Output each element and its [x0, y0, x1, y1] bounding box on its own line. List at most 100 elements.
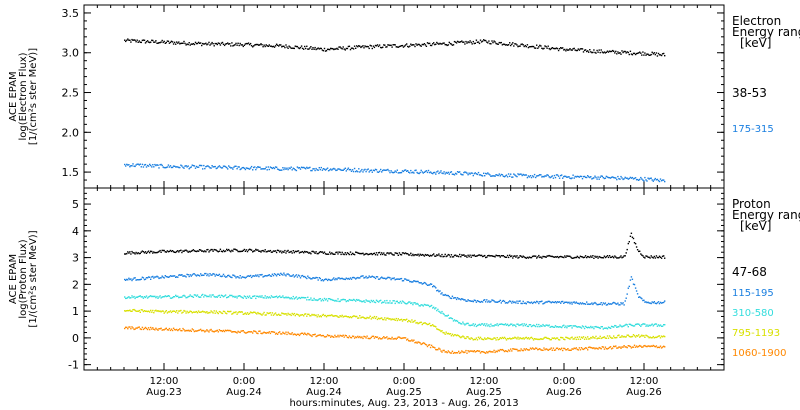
electron-data-point [501, 44, 504, 46]
proton-data-point [383, 301, 385, 304]
proton-data-point [597, 326, 599, 328]
proton-data-point [295, 274, 298, 276]
electron-data-point [439, 42, 441, 45]
proton-data-point [376, 254, 379, 256]
proton-data-point [229, 310, 231, 313]
proton-data-point [186, 296, 188, 299]
proton-data-point [500, 323, 502, 325]
proton-legend-entry: 795-1193 [732, 328, 780, 339]
electron-data-point [553, 174, 556, 177]
proton-data-point [132, 278, 134, 280]
proton-data-point [367, 337, 369, 340]
proton-data-point [572, 257, 574, 259]
proton-data-point [383, 252, 385, 254]
proton-data-point [207, 295, 209, 297]
proton-data-point [165, 310, 167, 312]
electron-data-point [141, 39, 144, 42]
proton-data-point [533, 255, 536, 257]
proton-data-point [377, 278, 380, 280]
proton-data-point [434, 285, 436, 288]
proton-data-point [406, 279, 408, 281]
proton-data-point [459, 336, 461, 338]
electron-data-point [535, 47, 537, 49]
proton-data-point [527, 337, 530, 339]
proton-data-point [238, 331, 240, 333]
proton-data-point [300, 332, 303, 334]
proton-data-point [175, 311, 177, 313]
proton-data-point [385, 337, 387, 339]
proton-data-point [309, 277, 311, 279]
electron-data-point [615, 177, 617, 179]
electron-data-point [500, 173, 502, 176]
proton-data-point [401, 337, 404, 339]
proton-data-point [209, 273, 211, 275]
proton-data-point [465, 337, 467, 340]
proton-data-point [282, 295, 284, 297]
proton-data-point [645, 345, 647, 348]
proton-data-point [393, 277, 395, 279]
electron-data-point [229, 43, 231, 45]
proton-data-point [140, 309, 142, 311]
proton-data-point [204, 272, 206, 275]
electron-data-point [501, 174, 504, 176]
proton-data-point [601, 257, 603, 259]
electron-data-point [417, 172, 419, 174]
proton-data-point [260, 332, 262, 334]
proton-data-point [580, 336, 583, 338]
proton-data-point [242, 313, 244, 315]
proton-data-point [242, 297, 244, 299]
proton-data-point [530, 336, 533, 339]
proton-data-point [501, 336, 504, 339]
proton-data-point [647, 335, 649, 338]
proton-data-point [576, 326, 578, 328]
electron-data-point [408, 171, 410, 173]
proton-data-point [294, 314, 296, 317]
electron-data-point [380, 46, 382, 49]
proton-data-point [603, 348, 606, 350]
electron-data-point [272, 166, 275, 169]
proton-data-point [478, 350, 481, 352]
proton-data-point [553, 337, 556, 339]
proton-data-point [476, 350, 479, 352]
proton-data-point [389, 252, 391, 254]
electron-data-point [128, 164, 130, 166]
electron-data-point [575, 49, 577, 52]
proton-data-point [124, 253, 126, 255]
proton-data-point [578, 303, 581, 305]
proton-data-point [165, 295, 167, 298]
proton-data-point [433, 346, 435, 348]
proton-data-point [470, 337, 472, 339]
proton-data-point [462, 298, 464, 300]
proton-data-point [529, 324, 532, 326]
electron-data-point [186, 43, 188, 45]
electron-data-point [576, 175, 578, 178]
proton-data-point [584, 336, 587, 339]
proton-data-point [660, 302, 663, 304]
electron-data-point [160, 163, 162, 166]
proton-data-point [371, 316, 373, 319]
electron-data-point [461, 40, 463, 42]
proton-data-point [234, 311, 236, 314]
proton-data-point [552, 256, 555, 258]
proton-data-point [245, 249, 248, 251]
electron-data-point [325, 168, 328, 170]
electron-data-point [391, 171, 393, 173]
proton-data-point [484, 351, 486, 354]
proton-data-point [208, 331, 210, 333]
electron-data-point [580, 175, 583, 178]
proton-data-point [332, 299, 334, 301]
proton-data-point [620, 302, 622, 304]
electron-data-point [162, 41, 164, 44]
electron-data-point [407, 45, 409, 48]
proton-data-point [456, 255, 459, 257]
proton-data-point [152, 275, 154, 278]
proton-data-point [320, 335, 322, 337]
proton-data-point [130, 278, 132, 280]
electron-data-point [579, 175, 582, 177]
electron-y-axis-label: log(Electron Flux) [18, 52, 29, 140]
proton-data-point [382, 337, 384, 339]
proton-data-point [408, 254, 410, 256]
proton-data-point [494, 324, 496, 326]
proton-data-point [317, 334, 319, 337]
proton-data-point [421, 323, 423, 326]
